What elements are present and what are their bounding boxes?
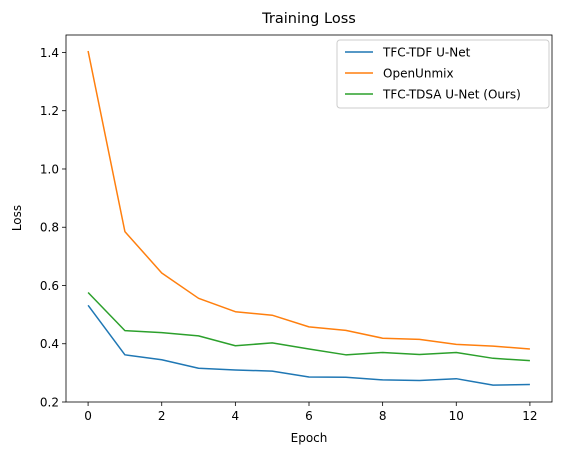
x-tick-label: 6 — [305, 409, 313, 423]
x-tick-label: 12 — [522, 409, 537, 423]
legend-box — [336, 39, 550, 109]
y-tick-label: 1.4 — [40, 46, 59, 60]
legend: TFC-TDF U-Net OpenUnmix TFC-TDSA U-Net (Ou… — [336, 39, 550, 109]
x-axis: 0 2 4 6 8 10 12 — [84, 402, 538, 423]
series-line — [87, 50, 530, 350]
plot-lines — [87, 50, 530, 386]
y-tick-label: 0.6 — [40, 279, 59, 293]
chart-title: Training Loss — [261, 11, 356, 27]
y-axis-label: Loss — [10, 205, 24, 231]
y-tick-label: 0.8 — [40, 221, 59, 235]
x-tick-label: 8 — [379, 409, 387, 423]
y-tick-label: 1.2 — [40, 104, 59, 118]
y-tick-label: 1.0 — [40, 162, 59, 176]
legend-label: TFC-TDF U-Net — [382, 46, 471, 60]
y-axis: 0.2 0.4 0.6 0.8 1.0 1.2 1.4 — [40, 46, 66, 410]
x-axis-label: Epoch — [291, 431, 328, 445]
x-tick-label: 0 — [84, 409, 92, 423]
y-tick-label: 0.4 — [40, 337, 59, 351]
x-tick-label: 2 — [158, 409, 166, 423]
y-tick-label: 0.2 — [40, 396, 59, 410]
legend-label: OpenUnmix — [383, 67, 454, 81]
x-tick-label: 4 — [232, 409, 240, 423]
series-line — [87, 304, 530, 386]
series-line — [87, 291, 530, 362]
x-tick-label: 10 — [449, 409, 464, 423]
legend-label: TFC-TDSA U-Net (Ours) — [382, 88, 521, 102]
